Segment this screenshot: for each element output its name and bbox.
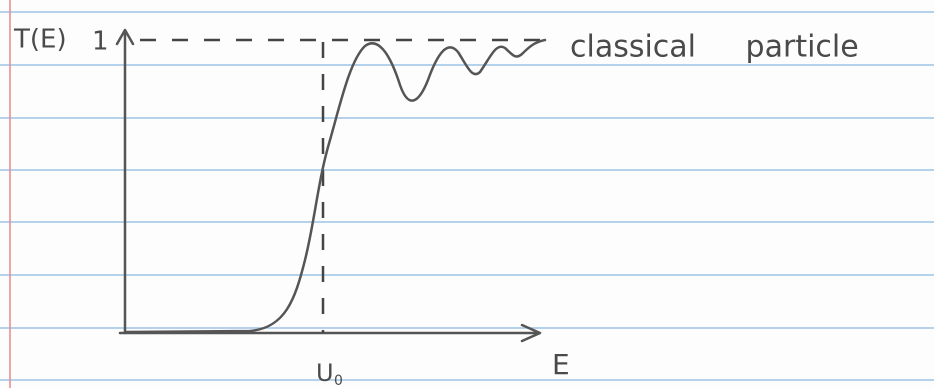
barrier-label: U <box>316 359 334 387</box>
y-one-label: 1 <box>92 27 109 57</box>
page: {"labels": {"y_axis": "T(E)", "y_one": "… <box>0 0 934 388</box>
barrier-subscript: 0 <box>334 373 343 388</box>
x-axis-label: E <box>552 348 570 381</box>
y-axis-label: T(E) <box>13 25 67 55</box>
classical-label: classical particle <box>570 30 859 65</box>
sketch: T(E) 1 classical particle E U 0 <box>0 0 934 388</box>
